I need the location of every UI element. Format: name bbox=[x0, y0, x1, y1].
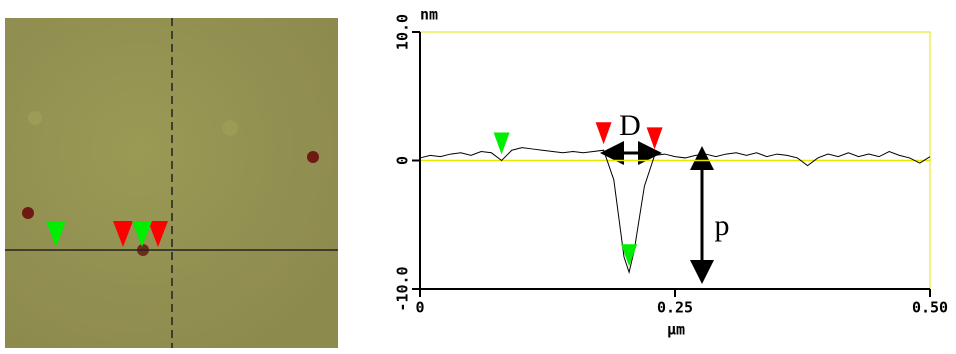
x-tick-label: 0 bbox=[415, 299, 424, 317]
marker bbox=[595, 122, 612, 145]
y-tick-label: -10.0 bbox=[394, 266, 412, 311]
marker bbox=[646, 127, 663, 150]
x-unit: μm bbox=[667, 321, 685, 339]
x-tick-label: 0.25 bbox=[657, 299, 693, 317]
profile-line bbox=[419, 147, 931, 275]
marker bbox=[493, 132, 510, 155]
x-tick-label: 0.50 bbox=[912, 299, 948, 317]
annotation-p: p bbox=[715, 209, 730, 242]
y-unit: nm bbox=[420, 6, 438, 24]
y-tick-label: 10.0 bbox=[394, 14, 412, 50]
y-tick-label: 0 bbox=[394, 156, 412, 165]
annotation-d: D bbox=[619, 109, 641, 142]
marker bbox=[621, 244, 638, 267]
afm-image bbox=[5, 18, 338, 348]
